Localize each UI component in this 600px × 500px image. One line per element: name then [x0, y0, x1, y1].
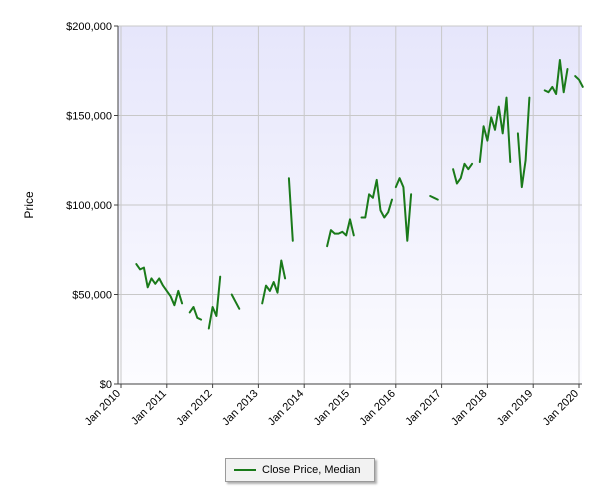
x-tick-labels: Jan 2010 Jan 2011 Jan 2012 Jan 2013 Jan 2014… — [83, 388, 581, 428]
series-line-segment — [230, 293, 241, 310]
series-line-segment — [478, 96, 512, 163]
series-line-segment — [429, 195, 439, 201]
x-tick-label: Jan 2017 — [403, 388, 443, 428]
x-tick-label: Jan 2018 — [449, 388, 489, 428]
legend-label: Close Price, Median — [262, 464, 361, 476]
series-line-segment — [207, 275, 222, 330]
legend: Close Price, Median — [225, 458, 375, 482]
series-line-segment — [543, 59, 569, 95]
y-tick-label: $200,000 — [66, 21, 112, 33]
x-tick-label: Jan 2015 — [312, 388, 352, 428]
grid-lines — [118, 25, 582, 385]
series-lines — [135, 59, 584, 330]
x-tick-label: Jan 2014 — [266, 388, 306, 428]
x-tick-label: Jan 2011 — [129, 388, 169, 428]
x-tick-label: Jan 2012 — [174, 388, 214, 428]
series-line-segment — [574, 75, 584, 88]
y-tick-label: $0 — [100, 379, 112, 391]
series-line-segment — [516, 96, 531, 189]
series-line-segment — [326, 218, 355, 248]
series-line-segment — [360, 178, 393, 219]
axes — [114, 25, 582, 388]
y-axis-title: Price — [22, 191, 36, 219]
series-line-segment — [452, 162, 474, 185]
y-tick-labels: $0 $50,000 $100,000 $150,000 $200,000 — [66, 21, 112, 391]
series-line-segment — [188, 306, 203, 321]
x-tick-label: Jan 2016 — [357, 388, 397, 428]
x-tick-label: Jan 2010 — [83, 388, 123, 428]
x-tick-label: Jan 2020 — [541, 388, 581, 428]
series-line-segment — [287, 177, 294, 242]
x-tick-label: Jan 2013 — [220, 388, 260, 428]
y-tick-label: $150,000 — [66, 111, 112, 123]
series-line-segment — [394, 177, 413, 242]
series-line-segment — [261, 259, 287, 305]
series-line-segment — [135, 263, 184, 307]
x-tick-label: Jan 2019 — [495, 388, 535, 428]
y-tick-label: $100,000 — [66, 200, 112, 212]
legend-swatch-icon — [234, 469, 256, 471]
y-tick-label: $50,000 — [72, 290, 112, 302]
